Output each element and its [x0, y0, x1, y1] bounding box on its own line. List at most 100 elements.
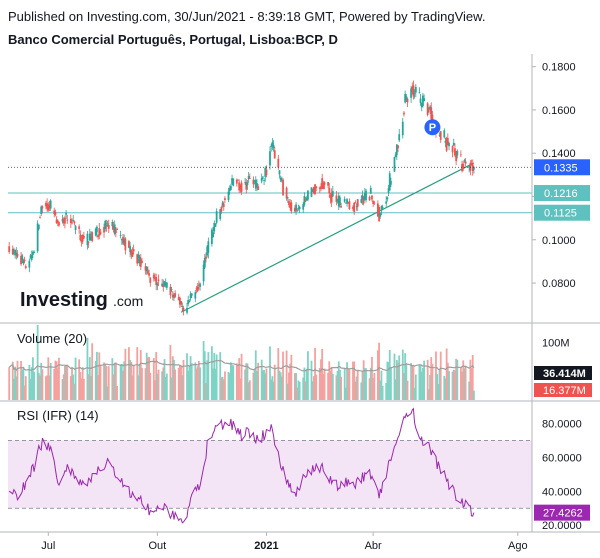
candle-body — [71, 222, 73, 224]
volume-bar — [331, 373, 334, 400]
volume-bar — [87, 374, 90, 400]
candle-body — [429, 106, 431, 110]
publication-notice: Published on Investing.com, 30/Jun/2021 … — [8, 9, 486, 24]
candle-body — [73, 221, 76, 224]
candle-body — [62, 218, 65, 224]
volume-bar — [336, 370, 339, 400]
candle-body — [328, 187, 331, 194]
volume-bar — [286, 383, 289, 400]
candle-body — [156, 283, 159, 286]
volume-bar — [106, 386, 109, 400]
candle-body — [48, 204, 51, 209]
volume-bar — [355, 376, 358, 400]
candle-body — [98, 228, 101, 236]
volume-bar — [279, 372, 282, 400]
volume-bar — [257, 362, 260, 400]
candle-body — [412, 85, 415, 97]
volume-bar — [410, 363, 412, 400]
volume-bar — [220, 377, 223, 400]
volume-bar — [273, 364, 276, 400]
volume-bar — [237, 366, 239, 400]
volume-bar — [298, 381, 301, 400]
volume-bar — [386, 361, 389, 400]
candle-body — [214, 223, 217, 227]
volume-bar — [45, 376, 47, 400]
candle-body — [152, 274, 155, 279]
volume-bar — [420, 371, 423, 400]
candle-body — [224, 198, 226, 201]
candle-body — [270, 145, 273, 147]
volume-bar — [464, 365, 467, 400]
volume-bar — [64, 365, 66, 400]
candle-body — [97, 235, 99, 238]
volume-bar — [329, 370, 332, 400]
volume-bar — [91, 343, 94, 400]
time-tick-label: 2021 — [254, 540, 278, 552]
volume-bar — [414, 374, 417, 400]
volume-bar — [463, 368, 466, 400]
volume-bar — [165, 373, 168, 400]
last-price-label: 0.1335 — [544, 162, 578, 174]
candle-body — [413, 93, 416, 95]
candle-body — [161, 283, 164, 287]
volume-bar — [455, 358, 458, 400]
candle-body — [277, 158, 280, 168]
candle-body — [186, 307, 188, 313]
candle-body — [451, 145, 454, 153]
candle-body — [61, 219, 64, 222]
time-tick-label: Out — [149, 540, 167, 552]
support-price-label: 0.1216 — [544, 188, 578, 200]
volume-bar — [246, 363, 249, 400]
volume-ma-label: 36.414M — [543, 368, 586, 380]
candle-body — [444, 140, 447, 143]
volume-pane — [8, 325, 475, 400]
volume-bar — [248, 380, 251, 400]
candle-body — [473, 167, 475, 170]
candle-body — [103, 227, 105, 233]
volume-bar — [78, 359, 81, 400]
volume-bar — [107, 366, 110, 400]
volume-bar — [378, 342, 380, 400]
candle-body — [36, 223, 39, 252]
candle-body — [290, 202, 293, 212]
candle-body — [148, 273, 150, 276]
time-tick-label: Abr — [365, 540, 382, 552]
candle-body — [378, 206, 380, 222]
candle-body — [157, 279, 160, 281]
volume-bar — [186, 353, 188, 400]
volume-bar — [81, 367, 84, 400]
volume-bar — [423, 360, 426, 400]
investing-logo: Investing — [20, 289, 108, 311]
candle-body — [149, 277, 152, 283]
candle-body — [124, 238, 127, 251]
volume-bar — [263, 370, 265, 400]
volume-bar — [228, 373, 231, 400]
candle-body — [455, 151, 458, 162]
volume-bar — [282, 351, 284, 400]
candle-body — [376, 203, 379, 217]
volume-bar — [116, 385, 118, 400]
support-price-label-bg — [534, 204, 590, 221]
candle-body — [165, 282, 168, 288]
volume-bar — [406, 380, 409, 400]
candle-body — [128, 241, 130, 248]
candle-body — [232, 178, 235, 186]
candle-body — [116, 229, 118, 230]
rsi-tick-label: 60.0000 — [542, 452, 582, 464]
candle-body — [361, 195, 364, 200]
candle-body — [420, 103, 423, 108]
volume-bar — [88, 357, 91, 400]
candle-body — [239, 184, 242, 189]
candle-body — [314, 184, 316, 194]
rsi-line — [8, 407, 475, 524]
candle-body — [221, 202, 224, 206]
candle-body — [307, 190, 309, 200]
candle-body — [422, 95, 424, 106]
candle-body — [265, 169, 268, 176]
candle-body — [346, 199, 348, 204]
volume-bar — [353, 361, 356, 400]
candle-body — [426, 103, 429, 115]
candle-body — [136, 254, 139, 264]
candle-body — [245, 181, 248, 190]
candle-body — [388, 173, 391, 191]
